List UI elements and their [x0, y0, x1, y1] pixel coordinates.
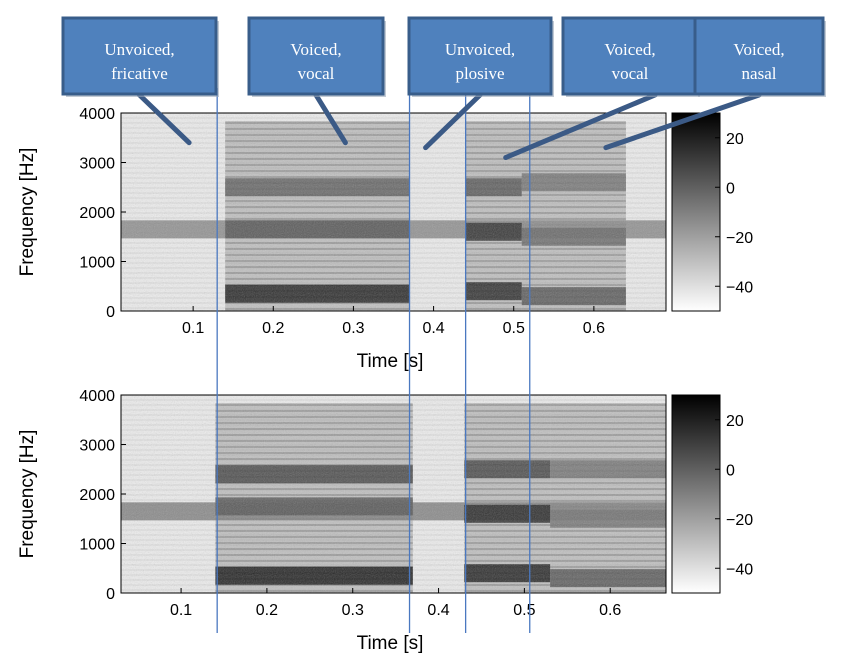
- annotation-label-line2: nasal: [742, 64, 777, 83]
- x-tick-label: 0.3: [342, 320, 364, 337]
- annotation-label-line1: Voiced,: [733, 40, 784, 59]
- annotation-pointer: [503, 92, 658, 161]
- x-tick-label: 0.4: [427, 602, 449, 619]
- annotation-label-line1: Unvoiced,: [445, 40, 515, 59]
- colorbar-tick-label: 0: [726, 180, 735, 197]
- y-tick-label: 2000: [79, 487, 115, 504]
- y-tick-label: 1000: [79, 537, 115, 554]
- x-tick-label: 0.5: [503, 320, 525, 337]
- y-axis-title: Frequency [Hz]: [17, 148, 38, 277]
- x-tick-label: 0.6: [583, 320, 605, 337]
- annotation-label-line2: vocal: [612, 64, 649, 83]
- annotation-pointers: [137, 92, 762, 161]
- x-axis-title: Time [s]: [357, 351, 424, 372]
- annotation-labels: Unvoiced, fricative Voiced, vocal Unvoiced, p…: [61, 16, 826, 97]
- colorbar-tick-label: 20: [726, 131, 744, 148]
- annotation-pointer: [313, 92, 348, 146]
- x-tick-label: 0.3: [342, 602, 364, 619]
- x-tick-label: 0.4: [422, 320, 444, 337]
- y-tick-label: 3000: [79, 438, 115, 455]
- y-tick-label: 4000: [79, 388, 115, 405]
- colorbar-tick-label: −20: [726, 230, 753, 247]
- annotation-label-line2: plosive: [455, 64, 504, 83]
- annotation-pointer: [137, 92, 192, 146]
- x-tick-label: 0.1: [170, 602, 192, 619]
- annotation-pointer: [603, 92, 762, 151]
- colorbar-tick-label: 20: [726, 413, 744, 430]
- x-tick-label: 0.2: [262, 320, 284, 337]
- x-tick-label: 0.2: [256, 602, 278, 619]
- colorbar: 20 0 −20 −40: [671, 394, 753, 594]
- annotation-label-line1: Unvoiced,: [104, 40, 174, 59]
- colorbar-tick-label: −40: [726, 561, 753, 578]
- annotation-box: Unvoiced, fricative: [61, 16, 219, 97]
- annotation-label-line1: Voiced,: [604, 40, 655, 59]
- annotation-label-line2: fricative: [111, 64, 168, 83]
- annotation-box: Voiced, vocal: [561, 16, 700, 97]
- y-tick-label: 2000: [79, 205, 115, 222]
- y-axis-title: Frequency [Hz]: [17, 430, 38, 559]
- x-tick-label: 0.5: [513, 602, 535, 619]
- x-axis-title: Time [s]: [357, 633, 424, 654]
- annotation-box: Unvoiced, plosive: [407, 16, 554, 97]
- spectrogram-panel-2: 0 1000 2000 3000 4000 0.1 0.2 0.3 0.4 0.5 0.6 Time …: [17, 388, 753, 654]
- x-tick-label: 0.6: [599, 602, 621, 619]
- y-tick-label: 0: [106, 586, 115, 603]
- annotation-box: Voiced, vocal: [247, 16, 386, 97]
- annotation-label-line2: vocal: [298, 64, 335, 83]
- spectrogram-image: [121, 113, 666, 311]
- annotation-label-line1: Voiced,: [290, 40, 341, 59]
- segment-boundary-lines: [216, 88, 531, 633]
- annotation-box: Voiced, nasal: [693, 16, 826, 97]
- y-tick-label: 0: [106, 304, 115, 321]
- spectrogram-image: [121, 395, 666, 593]
- x-tick-label: 0.1: [182, 320, 204, 337]
- y-tick-label: 1000: [79, 255, 115, 272]
- colorbar-tick-label: −20: [726, 512, 753, 529]
- annotation-pointer: [423, 92, 483, 151]
- spectrogram-panel-1: 0 1000 2000 3000 4000 0.1 0.2 0.3 0.4 0.5 0.6 Time …: [17, 106, 753, 372]
- colorbar: 20 0 −20 −40: [671, 112, 753, 312]
- y-tick-label: 3000: [79, 156, 115, 173]
- y-tick-label: 4000: [79, 106, 115, 123]
- colorbar-tick-label: −40: [726, 279, 753, 296]
- colorbar-tick-label: 0: [726, 462, 735, 479]
